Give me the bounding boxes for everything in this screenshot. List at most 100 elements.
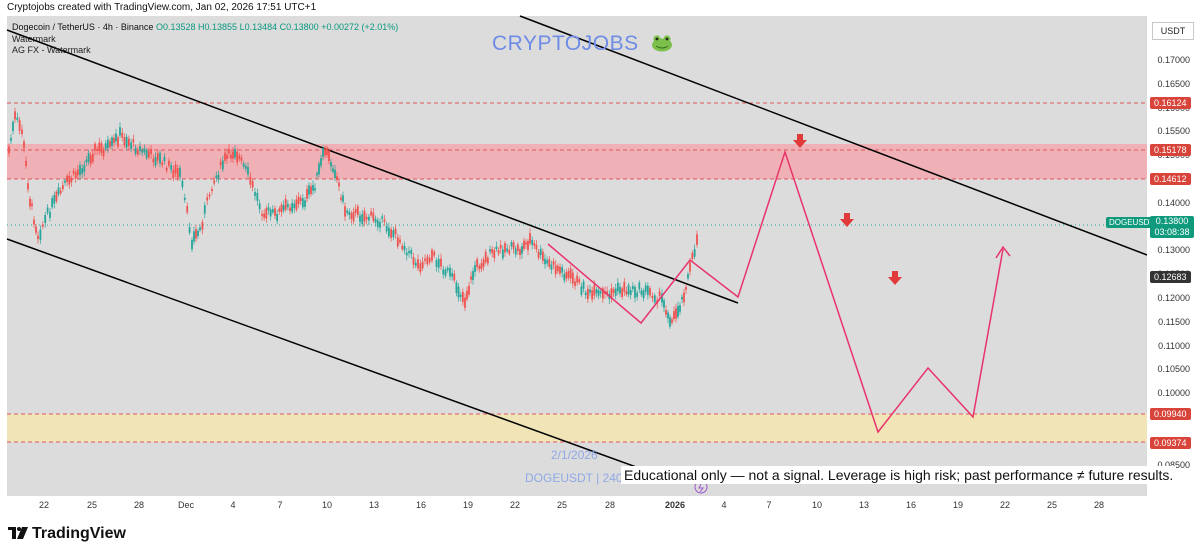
candle-body <box>361 214 364 225</box>
tradingview-logo-text: TradingView <box>32 525 126 542</box>
candle-body <box>320 158 322 166</box>
candle-body <box>636 292 639 297</box>
legend-high: H0.13855 <box>198 22 238 32</box>
candle-body <box>172 169 175 178</box>
candle-body <box>376 220 379 227</box>
time-tick-label: 2026 <box>664 500 686 510</box>
candle-body <box>693 249 696 257</box>
candle-body <box>154 156 157 166</box>
created-by-text: Cryptojobs created with TradingView.com,… <box>7 2 317 13</box>
candle-body <box>614 288 617 296</box>
candle-body <box>145 150 148 159</box>
candle-body <box>197 230 199 236</box>
tradingview-logo-icon <box>8 527 28 539</box>
candle-body <box>111 137 113 146</box>
candle-body <box>550 264 553 270</box>
candle-body <box>221 160 224 170</box>
candle-body <box>334 169 336 178</box>
candle-body <box>431 249 433 261</box>
candle-body <box>254 192 256 196</box>
candle-body <box>219 161 222 166</box>
price-tag-zone-top: 0.15178 <box>1150 144 1191 156</box>
time-tick-label: Dec <box>177 500 195 510</box>
candle-body <box>574 281 576 286</box>
candle-body <box>85 159 88 163</box>
candle-body <box>623 281 626 292</box>
candle-body <box>44 214 47 224</box>
time-axis[interactable]: 22 25 28 Dec 4 7 10 13 16 19 22 25 28 2026 4 7 10 13 16 19 2… <box>7 496 1147 516</box>
candle-body <box>211 188 213 192</box>
candle-body <box>271 209 274 213</box>
legend-symbol[interactable]: Dogecoin / TetherUS · 4h · Binance <box>12 22 154 32</box>
candle-body <box>143 148 146 153</box>
candle-body <box>37 235 39 240</box>
bar-countdown: 03:08:38 <box>1154 227 1190 237</box>
candle-body <box>529 233 531 244</box>
candle-body <box>667 312 669 319</box>
candle-body <box>165 168 168 171</box>
candle-body <box>374 218 377 223</box>
price-tag-support-bottom: 0.09374 <box>1150 437 1191 449</box>
projection-path <box>547 149 1004 434</box>
candle-body <box>141 150 144 153</box>
candle-body <box>31 203 33 206</box>
candle-body <box>139 145 141 152</box>
candle-body <box>314 188 316 191</box>
candle-body <box>410 249 413 255</box>
candle-body <box>308 185 310 195</box>
candle-body <box>91 153 94 162</box>
candle-body <box>113 138 115 144</box>
candle-body <box>106 139 109 149</box>
candle-body <box>224 152 226 161</box>
candle-body <box>673 311 675 319</box>
candle-body <box>240 157 243 161</box>
candle-body <box>476 259 479 267</box>
candle-body <box>616 282 619 292</box>
price-axis[interactable]: 0.170000.165000.160000.155000.150000.145… <box>1147 16 1200 496</box>
time-tick-label: 28 <box>1093 500 1105 510</box>
candle-body <box>324 148 326 156</box>
candle-body <box>21 129 23 134</box>
candle-body <box>372 212 375 221</box>
candle-body <box>201 221 204 230</box>
candle-body <box>98 142 101 152</box>
candle-body <box>181 180 184 188</box>
candle-body <box>525 242 527 245</box>
candle-body <box>247 167 249 175</box>
candle-body <box>81 168 84 174</box>
candle-body <box>310 186 312 195</box>
channel-upper-line <box>519 15 1148 256</box>
candle-body <box>326 147 328 156</box>
candle-body <box>312 185 314 191</box>
candle-body <box>437 258 440 268</box>
down-arrow-icon <box>793 134 807 148</box>
candle-body <box>535 244 538 250</box>
candle-body <box>491 248 494 254</box>
candle-body <box>625 291 628 295</box>
price-tick-label: 0.14000 <box>1157 197 1190 208</box>
candle-body <box>338 182 340 187</box>
candle-body <box>72 170 75 174</box>
candle-body <box>661 293 663 303</box>
candle-body <box>55 191 58 202</box>
candle-body <box>316 173 318 176</box>
brand-watermark: CRYPTOJOBS <box>492 32 673 56</box>
candle-body <box>466 290 468 300</box>
candle-body <box>29 198 31 207</box>
tradingview-logo[interactable]: TradingView <box>8 525 126 543</box>
disclaimer-text: Educational only — not a signal. Leverag… <box>621 466 1177 484</box>
candle-body <box>576 275 579 283</box>
candle-body <box>424 258 426 261</box>
candle-body <box>359 215 361 222</box>
candle-body <box>291 202 294 212</box>
candle-body <box>451 273 454 277</box>
currency-button[interactable]: USDT <box>1152 22 1194 40</box>
candle-body <box>428 257 431 263</box>
candle-body <box>455 282 458 293</box>
candle-body <box>27 183 29 190</box>
candle-body <box>263 213 266 218</box>
candle-body <box>208 194 211 197</box>
candle-body <box>442 269 445 275</box>
